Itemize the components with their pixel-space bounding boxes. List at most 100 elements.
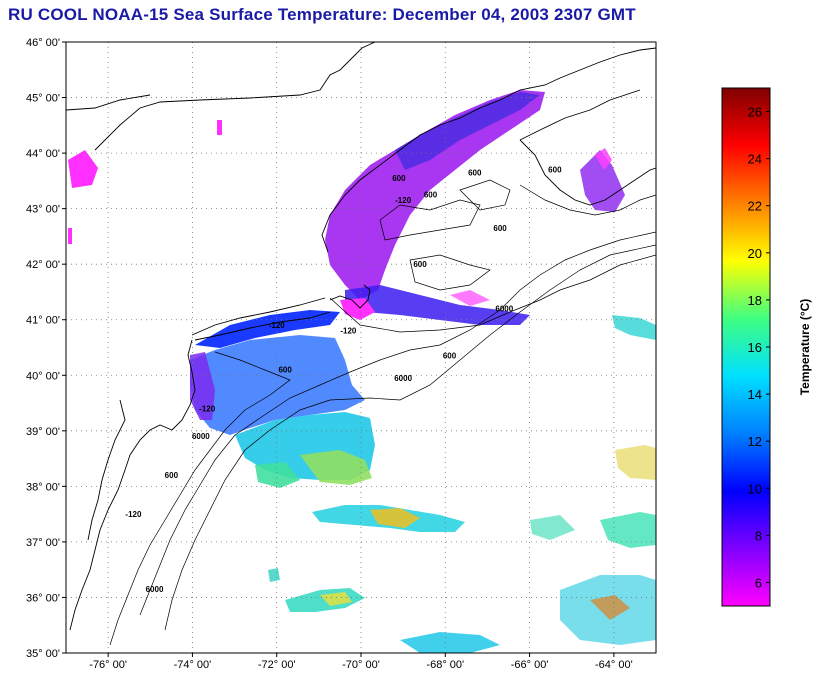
colorbar-bar [721,87,771,607]
contour-label-6: 600 [413,260,427,269]
lat-tick-label-8: 38° 00' [26,481,60,493]
sst-patch-georges [345,285,530,325]
contour-labels: -120 -120 -120 -120 -120 600 600 600 600 600 600 60… [125,166,562,594]
sst-patch-offshore-warm [370,508,420,528]
contour-label-8: 600 [392,174,406,183]
sst-patch-warm-slope [300,450,372,485]
sst-patch-se-warm [590,595,630,620]
contour-label-1: -120 [340,327,357,336]
colorbar-tick-label-8: 22 [748,199,762,214]
contour-gulf-2 [409,254,491,291]
sst-patch-dot-1 [217,120,222,135]
sst-patch-lake [68,150,98,188]
colorbar-tick-label-5: 16 [748,340,762,355]
sst-patch-green-1 [255,462,300,488]
sst-imagery [68,90,656,653]
coastline-cape-cod [329,284,371,309]
lat-tick-label-2: 44° 00' [26,148,60,160]
sst-patch-gulf-of-maine [325,90,545,300]
sst-patch-ny-bight [190,335,365,435]
contour-label-13: 600 [165,471,179,480]
colorbar-tick-label-10: 26 [748,105,762,120]
lon-tick-label-3: -70° 00' [342,659,380,671]
lat-tick-label-10: 36° 00' [26,592,60,604]
contour-label-17: 6000 [146,585,164,594]
contour-label-14: 6000 [394,374,412,383]
lon-tick-label-1: -74° 00' [174,659,212,671]
lon-tick-label-4: -68° 00' [426,659,464,671]
coastline-new-jersey [171,339,196,431]
sst-patch-scatter-2 [450,290,490,306]
contour-scotian [519,184,656,216]
lon-tick-label-6: -64° 00' [595,659,633,671]
colorbar-tick-label-1: 8 [755,528,762,543]
contour-label-10: 600 [468,168,482,177]
coastline [66,42,656,631]
lat-tick-label-1: 45° 00' [26,93,60,105]
contour-label-7: 600 [443,352,457,361]
lon-tick-label-2: -72° 00' [258,659,296,671]
sst-patch-bottom [400,632,500,653]
sst-patch-li-sound [195,310,340,348]
latitude-axis: 46° 00' 45° 00' 44° 00' 43° 00' 42° 00' 41° 0… [26,37,66,660]
sst-patch-south-warm [320,592,352,606]
lat-tick-label-0: 46° 00' [26,37,60,49]
sst-patch-dot-2 [68,228,72,244]
lon-tick-label-5: -66° 00' [511,659,549,671]
coastline-long-island [194,311,331,341]
contour-label-12: 600 [548,166,562,175]
contour-600 [234,231,656,436]
colorbar-tick-label-7: 20 [748,246,762,261]
colorbar-tick-label-3: 12 [748,434,762,449]
coastline-bay-of-fundy [519,89,641,141]
colorbar-title: Temperature (°C) [798,299,812,396]
contour-label-4: -120 [395,196,412,205]
colorbar-tick-label-9: 24 [748,152,762,167]
contour-label-5: 600 [278,365,292,374]
lat-tick-label-5: 41° 00' [26,315,60,327]
contour-gulf-1 [379,199,481,241]
contour-600-south [139,434,236,616]
contour-label-0: -120 [269,321,286,330]
coastline-connecticut [191,297,326,336]
coastline-inland [66,94,151,111]
longitude-axis: -76° 00' -74° 00' -72° 00' -70° 00' -68° 00'… [89,653,633,671]
sst-patch-scatter-3 [268,568,280,582]
contour-label-16: 6000 [495,304,513,313]
lat-tick-label-9: 37° 00' [26,537,60,549]
sst-patch-small-ne [595,148,612,170]
sst-patch-scatter-1 [530,515,575,540]
contour-gulf-3 [459,179,511,211]
coastline-nova-scotia [519,139,656,206]
contour-label-3: -120 [125,510,142,519]
bathymetry-contours [109,179,656,646]
colorbar: 6 8 10 12 14 16 18 20 22 24 26 Temperature (°C) [721,87,812,607]
coastline-new-england [321,47,656,253]
contour-label-11: 600 [493,224,507,233]
sst-patch-east-2 [615,445,656,480]
lat-tick-label-4: 42° 00' [26,259,60,271]
contour-6000-south [164,449,246,631]
contour-label-9: 600 [424,191,438,200]
grid-lines [66,42,656,653]
sst-patch-nova-scotia [580,150,625,212]
lat-tick-label-11: 35° 00' [26,648,60,660]
lat-tick-label-3: 43° 00' [26,204,60,216]
coastline-delaware [69,424,173,631]
colorbar-ticks: 6 8 10 12 14 16 18 20 22 24 26 [748,105,770,590]
sst-patch-maine-coast [395,92,540,170]
contour-120 [329,254,656,333]
page-title: RU COOL NOAA-15 Sea Surface Temperature:… [8,5,636,24]
contour-120-south [109,351,291,646]
colorbar-tick-label-4: 14 [748,387,762,402]
contour-label-15: 6000 [192,432,210,441]
contour-label-2: -120 [199,404,216,413]
lat-tick-label-6: 40° 00' [26,370,60,382]
sst-patch-nj-coast [190,352,215,420]
colorbar-tick-label-6: 18 [748,293,762,308]
coastline-northeast [94,42,376,151]
sst-patch-se-1 [600,512,656,548]
coastline-chesapeake [87,399,126,541]
lon-tick-label-0: -76° 00' [89,659,127,671]
